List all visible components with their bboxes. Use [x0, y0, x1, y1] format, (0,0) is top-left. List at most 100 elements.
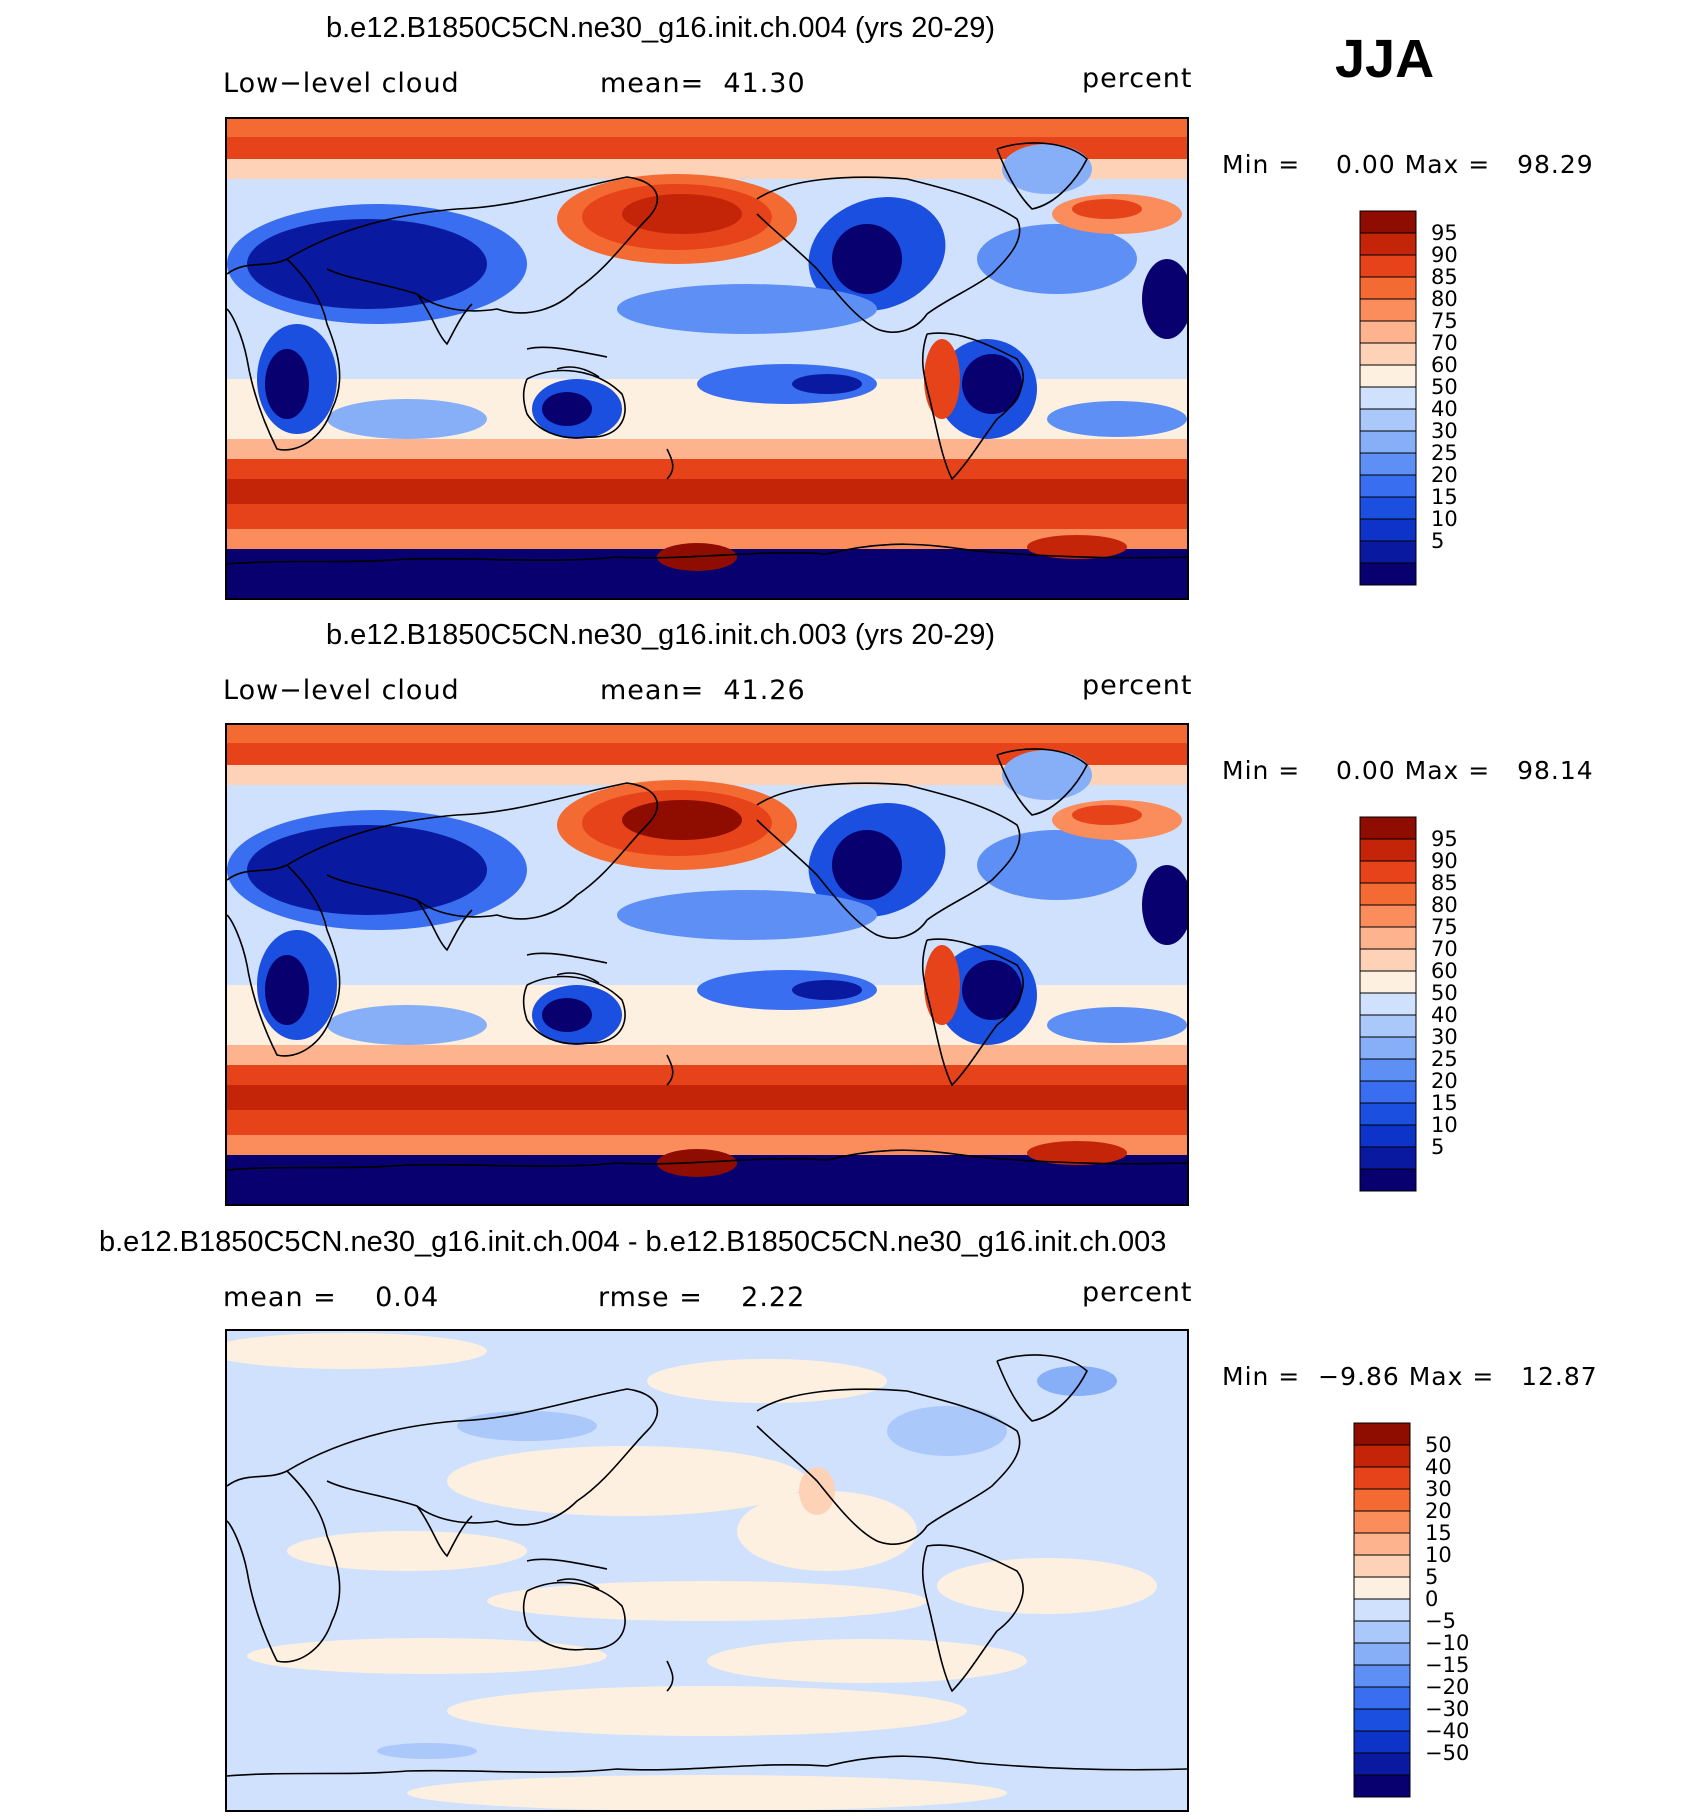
coastline — [227, 543, 1187, 565]
colorbar-swatch — [1359, 1168, 1417, 1192]
colorbar-swatch — [1353, 1664, 1411, 1688]
colorbar-tick-label: 5 — [1425, 1565, 1438, 1589]
coastline — [526, 952, 608, 984]
colorbar-swatch — [1353, 1422, 1411, 1446]
contour-region — [962, 960, 1022, 1020]
contour-band — [227, 1085, 1187, 1110]
coastline — [921, 938, 1024, 1086]
colorbar-tick-label: −50 — [1425, 1741, 1469, 1765]
coastline — [522, 369, 626, 439]
coastline — [526, 1558, 608, 1590]
colorbar-tick-label: 90 — [1431, 849, 1458, 873]
contour-region — [792, 374, 862, 394]
panel-3-units-label: percent — [1082, 1277, 1193, 1308]
contour-region — [1047, 1007, 1187, 1043]
colorbar-tick-label: −5 — [1425, 1609, 1456, 1633]
colorbar-swatch — [1359, 992, 1417, 1016]
colorbar-swatch — [1359, 904, 1417, 928]
colorbar-tick-label: −10 — [1425, 1631, 1469, 1655]
colorbar-tick-label: 15 — [1431, 485, 1458, 509]
panel-1-colorbar: 95 90 85 80 75 70 60 50 40 30 25 20 15 10 5 — [1359, 210, 1510, 591]
colorbar-swatch — [1353, 1466, 1411, 1490]
contour-region — [1047, 401, 1187, 437]
contour-region — [924, 339, 960, 419]
contour-region — [887, 1406, 1007, 1456]
contour-region — [487, 1581, 927, 1621]
colorbar-tick-label: −15 — [1425, 1653, 1469, 1677]
contour-band — [227, 479, 1187, 504]
panel-3-colorbar: 50 40 30 20 15 10 5 0 −5 −10 −15 −20 −30 −40 −50 — [1353, 1422, 1514, 1803]
colorbar-tick-label: 75 — [1431, 309, 1458, 333]
colorbar-swatch — [1359, 342, 1417, 366]
colorbar-tick-label: 50 — [1431, 981, 1458, 1005]
colorbar-swatch — [1353, 1708, 1411, 1732]
colorbar-swatch — [1359, 838, 1417, 862]
colorbar-swatch — [1359, 386, 1417, 410]
colorbar-tick-label: 5 — [1431, 529, 1444, 553]
contour-region — [1142, 259, 1187, 339]
coastline — [526, 346, 608, 378]
colorbar-swatch — [1353, 1510, 1411, 1534]
contour-band — [227, 725, 1187, 743]
panel-1-map — [225, 117, 1189, 600]
contour-region — [457, 1411, 597, 1441]
coastline — [921, 1544, 1024, 1692]
colorbar-swatch — [1359, 452, 1417, 476]
contour-region — [377, 1743, 477, 1759]
coastline — [286, 782, 659, 920]
coastline — [996, 748, 1088, 816]
contour-band — [227, 119, 1187, 137]
contour-region — [977, 830, 1137, 900]
panel-2-variable-label: Low−level cloud — [223, 675, 460, 706]
colorbar-swatch — [1359, 562, 1417, 586]
colorbar-swatch — [1353, 1686, 1411, 1710]
coastline — [227, 1755, 1187, 1777]
contour-region — [1027, 1141, 1127, 1165]
contour-region — [1002, 144, 1092, 194]
colorbar-tick-label: 75 — [1431, 915, 1458, 939]
coastline — [286, 176, 659, 314]
contour-region — [622, 800, 742, 840]
contour-region — [1072, 805, 1142, 825]
contour-region — [265, 955, 309, 1025]
colorbar-tick-label: 5 — [1431, 1135, 1444, 1159]
colorbar-tick-label: 40 — [1431, 397, 1458, 421]
colorbar-tick-label: 50 — [1431, 375, 1458, 399]
contour-region — [617, 890, 877, 940]
panel-2-minmax: Min = 0.00 Max = 98.14 — [1222, 756, 1594, 785]
contour-region — [447, 1686, 967, 1736]
panel-1-variable-label: Low−level cloud — [223, 68, 460, 99]
colorbar-tick-label: 85 — [1431, 871, 1458, 895]
contour-region — [832, 224, 902, 294]
colorbar-tick-label: 60 — [1431, 353, 1458, 377]
colorbar-swatch — [1359, 1102, 1417, 1126]
coastline — [522, 975, 626, 1045]
contour-region — [265, 349, 309, 419]
colorbar-tick-label: 10 — [1425, 1543, 1452, 1567]
colorbar-tick-label: 70 — [1431, 331, 1458, 355]
colorbar-tick-label: −30 — [1425, 1697, 1469, 1721]
contour-region — [1037, 1366, 1117, 1396]
colorbar-swatch — [1359, 926, 1417, 950]
coastline — [666, 1660, 674, 1692]
coastline — [416, 293, 473, 345]
coastline — [416, 899, 473, 951]
colorbar-swatch — [1359, 518, 1417, 542]
colorbar-swatch — [1359, 474, 1417, 498]
contour-region — [1142, 865, 1187, 945]
contour-band — [227, 137, 1187, 159]
colorbar-tick-label: 30 — [1431, 419, 1458, 443]
contour-region — [924, 945, 960, 1025]
colorbar-tick-label: 30 — [1431, 1025, 1458, 1049]
colorbar-swatch — [1353, 1576, 1411, 1600]
colorbar-swatch — [1359, 540, 1417, 564]
colorbar-swatch — [1359, 496, 1417, 520]
colorbar-swatch — [1359, 1146, 1417, 1170]
panel-2-map — [225, 723, 1189, 1206]
coastline — [756, 782, 1021, 939]
coastline — [227, 1149, 1187, 1171]
coastline — [921, 332, 1024, 480]
contour-region — [1027, 535, 1127, 559]
contour-region — [799, 1467, 835, 1515]
colorbar-swatch — [1359, 882, 1417, 906]
